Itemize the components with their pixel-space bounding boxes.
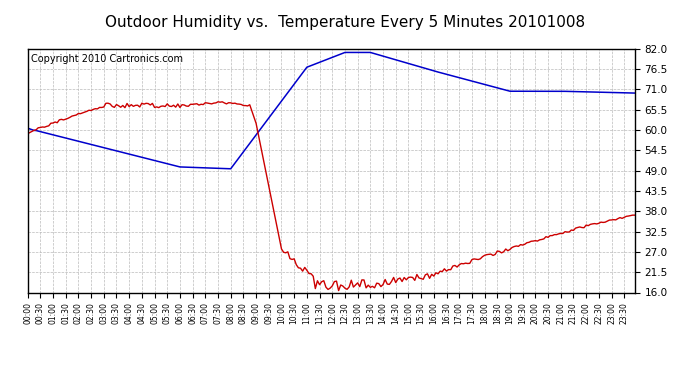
Text: Outdoor Humidity vs.  Temperature Every 5 Minutes 20101008: Outdoor Humidity vs. Temperature Every 5… — [105, 15, 585, 30]
Text: Copyright 2010 Cartronics.com: Copyright 2010 Cartronics.com — [30, 54, 183, 64]
